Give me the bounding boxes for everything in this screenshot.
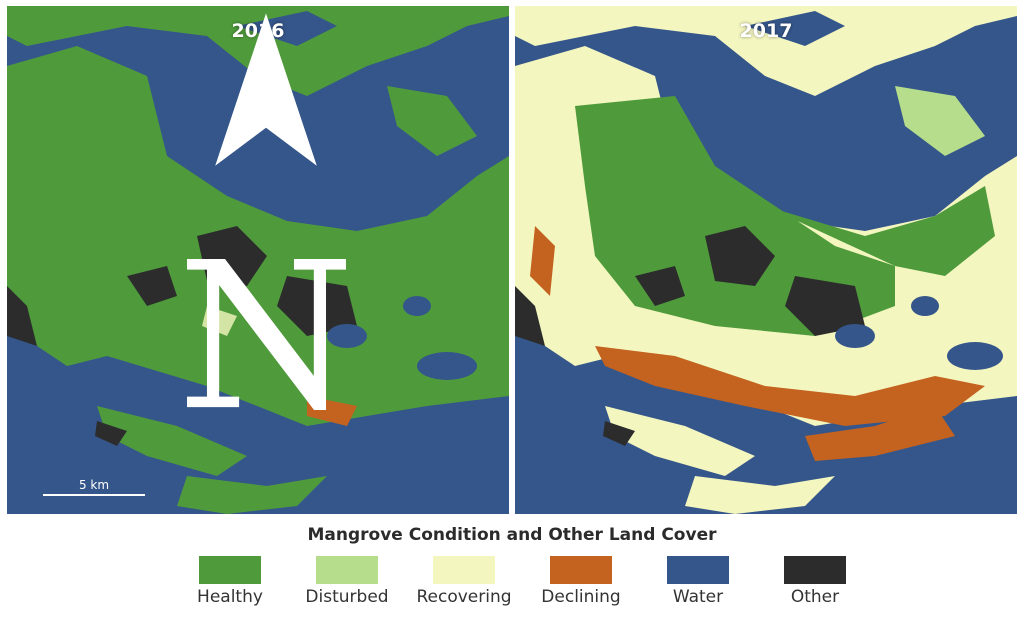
legend-title: Mangrove Condition and Other Land Cover	[307, 525, 717, 545]
legend-swatch-other	[784, 556, 846, 584]
scale-line	[43, 494, 145, 496]
scale-label: 5 km	[78, 478, 110, 492]
legend-swatch-healthy	[199, 556, 261, 584]
legend: Healthy Disturbed Recovering Declining W…	[170, 556, 860, 616]
legend-label-disturbed: Disturbed	[305, 587, 389, 607]
legend-item-other: Other	[755, 556, 875, 607]
svg-text:N: N	[177, 218, 355, 455]
map-2017	[515, 6, 1017, 514]
legend-swatch-declining	[550, 556, 612, 584]
legend-swatch-disturbed	[316, 556, 378, 584]
legend-label-healthy: Healthy	[197, 587, 263, 607]
legend-swatch-recovering	[433, 556, 495, 584]
legend-item-recovering: Recovering	[404, 556, 524, 607]
legend-label-water: Water	[672, 587, 724, 607]
scale-bar: 5 km	[43, 478, 145, 500]
legend-label-other: Other	[790, 587, 840, 607]
year-label-2017: 2017	[739, 20, 793, 42]
map-panel-2016: 2016 N 5 km	[7, 6, 509, 514]
legend-item-water: Water	[638, 556, 758, 607]
legend-item-healthy: Healthy	[170, 556, 290, 607]
legend-label-recovering: Recovering	[416, 587, 512, 607]
north-arrow-icon: N	[177, 13, 355, 455]
map-panel-2017: 2017	[515, 6, 1017, 514]
legend-item-disturbed: Disturbed	[287, 556, 407, 607]
legend-item-declining: Declining	[521, 556, 641, 607]
legend-label-declining: Declining	[541, 587, 621, 607]
legend-swatch-water	[667, 556, 729, 584]
